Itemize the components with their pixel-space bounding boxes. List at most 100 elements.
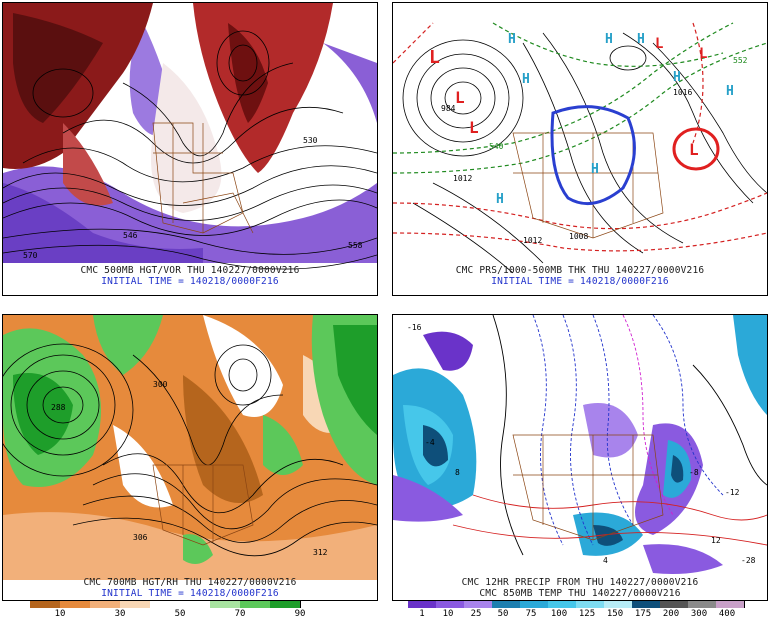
vorticity-neg-area [323, 43, 377, 123]
isotherm-label: -28 [741, 556, 756, 565]
precip-area [593, 525, 623, 546]
colorbar-segment [492, 601, 521, 608]
low-symbol: L [455, 88, 465, 107]
colorbar-segment [688, 601, 717, 608]
precip-area [423, 331, 473, 371]
rh-scale-label: 70 [234, 609, 246, 619]
colorbar-segment [576, 601, 605, 608]
colorbar-segment [150, 601, 181, 608]
panel-500mb-hgt-vor: 530 546 558 570 CMC 500MB HGT/VOR THU 14… [2, 2, 378, 296]
rh-scale-label: 90 [294, 609, 306, 619]
thickness-label: 552 [733, 56, 748, 65]
precip-scale-label: 400 [718, 609, 736, 619]
low-symbol: L [429, 47, 440, 68]
contour-label: 312 [313, 548, 328, 557]
colorbar-segment [60, 601, 91, 608]
rh-scale-label: 10 [54, 609, 66, 619]
contour-label: 558 [348, 241, 363, 250]
contour-label: 306 [133, 533, 148, 542]
isobar-label: 1012 [453, 174, 472, 183]
isotherm-label: -12 [725, 488, 740, 497]
high-symbol: H [508, 32, 516, 47]
contour-label: 530 [303, 136, 318, 145]
isobar-label: 1008 [569, 232, 588, 241]
panel-initial-time: INITIAL TIME = 140218/0000F216 [101, 276, 279, 287]
colorbar-segment [240, 601, 271, 608]
rh-scale-label: 30 [114, 609, 126, 619]
precip-scale-label: 125 [578, 609, 596, 619]
precip-scale-label: 175 [634, 609, 652, 619]
colorbar-segment [716, 601, 745, 608]
rh-neutral-area [113, 425, 173, 508]
panel-caption: CMC 700MB HGT/RH THU 140227/0000V216 [83, 577, 297, 588]
colorbar-segment [464, 601, 493, 608]
vorticity-pos-area [13, 13, 103, 123]
rh-colorbar: 10 30 50 70 90 [2, 601, 376, 619]
low-symbol: L [655, 36, 663, 52]
colorbar-segment [548, 601, 577, 608]
vorticity-pos-area [228, 23, 268, 123]
rh-moist-area [333, 325, 377, 435]
precip-scale-label: 25 [470, 609, 482, 619]
precip-scale-label: 150 [606, 609, 624, 619]
high-symbol: H [496, 192, 504, 207]
precip-area [393, 475, 463, 522]
panel-700mb-hgt-rh: 300 288 312 306 CMC 700MB HGT/RH THU 140… [2, 314, 378, 601]
precip-area [583, 403, 638, 458]
thickness-label: 540 [489, 142, 504, 151]
high-symbol: H [726, 84, 734, 99]
precip-area [733, 315, 767, 415]
contour-label: 570 [23, 251, 38, 260]
colorbar-segment [30, 601, 61, 608]
panel-initial-time: INITIAL TIME = 140218/0000F216 [491, 276, 669, 287]
contour-label: 288 [51, 403, 66, 412]
low-symbol: L [699, 46, 707, 62]
high-symbol: H [673, 70, 681, 85]
precip-area [643, 544, 723, 574]
precip-colorbar: 1 10 25 50 75 100 125 150 175 200 300 40… [392, 601, 766, 619]
precip-scale-label: 100 [550, 609, 568, 619]
precip-scale-label: 200 [662, 609, 680, 619]
colorbar-segment [660, 601, 689, 608]
vorticity-zero-area [151, 63, 222, 213]
colorbar-segment [210, 601, 241, 608]
rh-neutral-area [203, 315, 283, 417]
colorbar-segment [436, 601, 465, 608]
panel-initial-time: INITIAL TIME = 140218/0000F216 [101, 588, 279, 599]
contour-label: 300 [153, 380, 168, 389]
isobar-label: 1012 [523, 236, 542, 245]
precip-area [671, 455, 684, 483]
rh-moist-area [183, 534, 213, 564]
low-symbol: L [469, 118, 479, 137]
low-symbol: L [689, 140, 699, 159]
isotherm-label: -16 [407, 323, 422, 332]
precip-scale-label: 1 [419, 609, 425, 619]
panel-caption: CMC PRS/1000-500MB THK THU 140227/0000V2… [455, 265, 705, 276]
isobar-label: 1016 [673, 88, 692, 97]
isotherm-label: 8 [455, 468, 460, 477]
panel-caption: CMC 12HR PRECIP FROM THU 140227/0000V216 [461, 577, 699, 588]
low-pressure-circle [672, 127, 720, 171]
rh-mid-area [183, 375, 263, 503]
high-symbol: H [605, 32, 613, 47]
high-pressure-circle [550, 105, 636, 206]
high-symbol: H [637, 32, 645, 47]
precip-scale-label: 300 [690, 609, 708, 619]
colorbar-segment [90, 601, 121, 608]
colorbar-segment [632, 601, 661, 608]
colorbar-segment [120, 601, 151, 608]
colorbar-segment [180, 601, 211, 608]
high-symbol: H [591, 162, 599, 177]
isotherm-label: 4 [603, 556, 608, 565]
precip-scale-label: 10 [442, 609, 454, 619]
rh-moist-area [93, 315, 163, 375]
vorticity-pos-area [63, 123, 113, 206]
isotherm-label: -8 [689, 468, 699, 477]
panel-caption: CMC 500MB HGT/VOR THU 140227/0000V216 [80, 265, 300, 276]
rh-scale-label: 50 [174, 609, 186, 619]
isotherm-label: 12 [711, 536, 721, 545]
precip-area [423, 425, 448, 467]
map-surface-pressure: L L L L L L H H H H H H H H 984 1012 100… [393, 22, 767, 274]
precip-scale-label: 75 [525, 609, 537, 619]
isotherm-label: -4 [425, 438, 435, 447]
